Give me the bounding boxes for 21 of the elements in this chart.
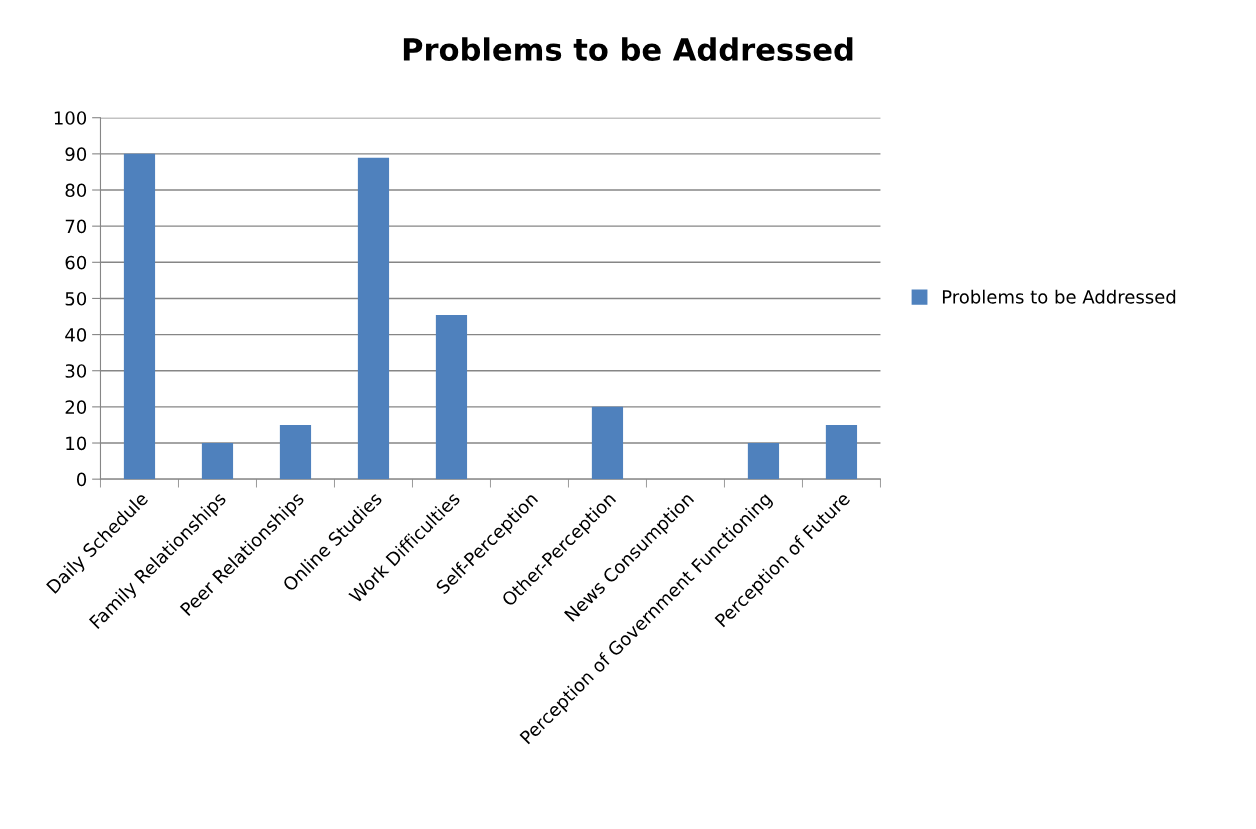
bar: [747, 443, 780, 480]
bar: [591, 406, 624, 480]
y-tick-label: 70: [65, 219, 87, 234]
chart-title: Problems to be Addressed: [403, 37, 853, 61]
y-tick-label: 10: [66, 436, 87, 451]
y-tick-label: 20: [65, 400, 87, 414]
legend-label: Problems to be Addressed: [942, 289, 1176, 304]
bar: [825, 424, 858, 480]
bar: [201, 443, 234, 480]
y-tick-label: 30: [65, 364, 87, 378]
bar: [279, 424, 312, 480]
y-tick-label: 0: [76, 472, 87, 487]
y-tick-label: 60: [65, 255, 87, 270]
y-tick-label: 90: [65, 147, 87, 161]
y-tick-label: 40: [65, 328, 87, 342]
y-tick-label: 100: [54, 111, 87, 125]
y-tick-label: 50: [65, 291, 87, 306]
y-tick-label: 80: [65, 183, 87, 198]
bar: [123, 153, 156, 480]
bar: [435, 315, 468, 480]
bar: [357, 157, 390, 480]
